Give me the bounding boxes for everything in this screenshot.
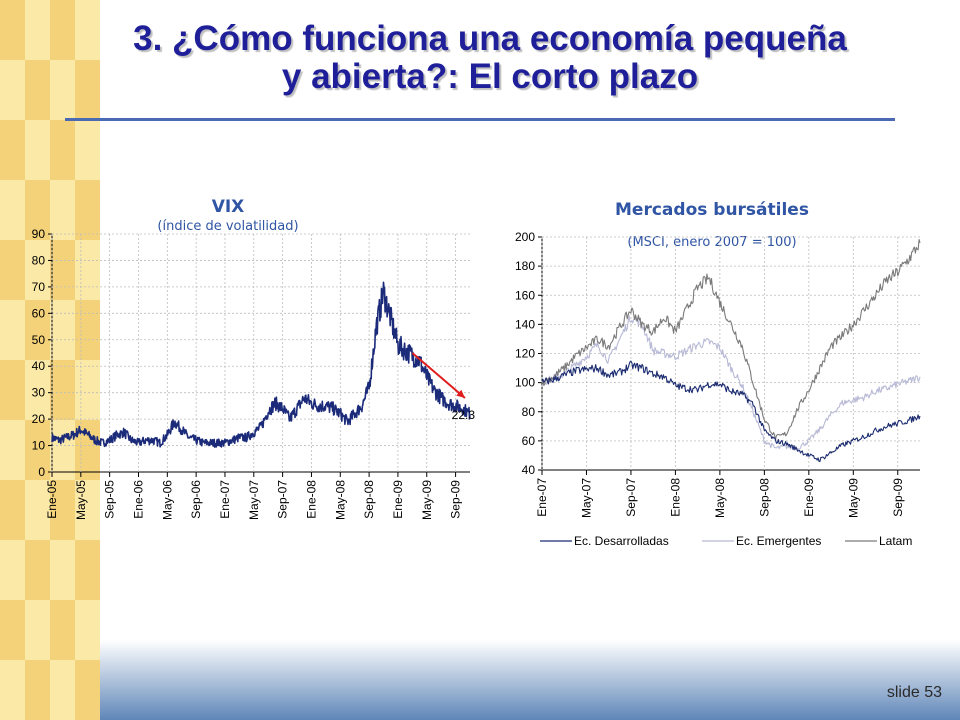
chart-subtitle: (MSCI, enero 2007 = 100) bbox=[627, 235, 796, 250]
legend-label: Ec. Desarrolladas bbox=[574, 534, 669, 548]
band-cell bbox=[0, 480, 25, 540]
x-tick-label: May-09 bbox=[846, 478, 860, 518]
y-tick-label: 60 bbox=[522, 434, 536, 448]
x-tick-label: May-07 bbox=[579, 478, 593, 518]
stock-markets-chart: Mercados bursátiles (MSCI, enero 2007 = 1… bbox=[515, 200, 921, 548]
x-tick-label: Ene-06 bbox=[131, 480, 145, 519]
vix-end-label: 22.3 bbox=[452, 408, 476, 422]
y-tick-label: 200 bbox=[515, 230, 535, 244]
x-tick-label: May-08 bbox=[333, 480, 347, 520]
chart-title: VIX bbox=[212, 197, 245, 217]
band-cell bbox=[75, 60, 100, 120]
chart-title: Mercados bursátiles bbox=[615, 200, 809, 220]
x-tick-label: May-09 bbox=[420, 480, 434, 520]
y-tick-label: 40 bbox=[32, 359, 46, 373]
band-cell bbox=[0, 240, 25, 300]
y-tick-label: 80 bbox=[522, 405, 536, 419]
band-cell bbox=[25, 660, 50, 720]
band-cell bbox=[25, 420, 50, 480]
y-tick-label: 0 bbox=[38, 465, 45, 479]
x-tick-label: Sep-06 bbox=[189, 480, 203, 519]
band-cell bbox=[50, 360, 75, 420]
x-tick-label: May-08 bbox=[713, 478, 727, 518]
legend-label: Latam bbox=[879, 534, 912, 548]
band-cell bbox=[25, 180, 50, 240]
x-tick-label: Sep-08 bbox=[362, 480, 376, 519]
slide-title: 3. ¿Cómo funciona una economía pequeña y… bbox=[60, 20, 920, 96]
y-tick-label: 80 bbox=[32, 253, 46, 267]
x-tick-label: Sep-05 bbox=[103, 480, 117, 519]
vix-series-line bbox=[51, 281, 471, 448]
y-tick-label: 60 bbox=[32, 306, 46, 320]
x-tick-label: May-05 bbox=[74, 480, 88, 520]
y-tick-label: 140 bbox=[515, 317, 535, 331]
latam-series-line bbox=[541, 239, 921, 441]
x-tick-label: Ene-05 bbox=[45, 480, 59, 519]
band-cell bbox=[25, 60, 50, 120]
band-cell bbox=[50, 600, 75, 660]
x-tick-label: Sep-07 bbox=[276, 480, 290, 519]
chart-subtitle: (índice de volatilidad) bbox=[157, 219, 298, 234]
band-cell bbox=[0, 600, 25, 660]
x-tick-label: Ene-08 bbox=[668, 478, 682, 517]
desarrolladas-series-line bbox=[541, 360, 921, 463]
x-tick-label: May-07 bbox=[247, 480, 261, 520]
band-cell bbox=[0, 120, 25, 180]
title-underline bbox=[65, 118, 895, 121]
trend-arrow bbox=[411, 352, 466, 399]
band-cell bbox=[75, 180, 100, 240]
band-cell bbox=[50, 0, 75, 60]
x-tick-label: Sep-08 bbox=[757, 478, 771, 517]
emergentes-series-line bbox=[541, 315, 921, 451]
legend-label: Ec. Emergentes bbox=[736, 534, 821, 548]
band-cell bbox=[75, 660, 100, 720]
y-tick-label: 180 bbox=[515, 259, 535, 273]
y-tick-label: 160 bbox=[515, 288, 535, 302]
band-cell bbox=[50, 120, 75, 180]
x-tick-label: Sep-09 bbox=[891, 478, 905, 517]
y-tick-label: 30 bbox=[32, 386, 46, 400]
slide-title-line2: y abierta?: El corto plazo bbox=[281, 57, 699, 96]
y-tick-label: 90 bbox=[32, 227, 46, 241]
x-tick-label: May-06 bbox=[160, 480, 174, 520]
x-tick-label: Ene-07 bbox=[218, 480, 232, 519]
y-tick-label: 100 bbox=[515, 376, 535, 390]
x-tick-label: Ene-09 bbox=[802, 478, 816, 517]
band-cell bbox=[25, 540, 50, 600]
y-tick-label: 50 bbox=[32, 333, 46, 347]
x-tick-label: Sep-07 bbox=[624, 478, 638, 517]
vix-chart: VIX (índice de volatilidad) 0 10 20 30 40 50 60 7… bbox=[32, 197, 476, 520]
band-cell bbox=[25, 300, 50, 360]
x-tick-label: Ene-08 bbox=[304, 480, 318, 519]
slide-number: slide 53 bbox=[886, 684, 942, 701]
slide-title-line1: 3. ¿Cómo funciona una economía pequeña bbox=[133, 19, 847, 58]
band-cell bbox=[50, 480, 75, 540]
y-tick-label: 120 bbox=[515, 347, 535, 361]
band-cell bbox=[75, 300, 100, 360]
y-tick-label: 70 bbox=[32, 280, 46, 294]
band-cell bbox=[50, 240, 75, 300]
footer-gradient bbox=[100, 640, 960, 720]
x-tick-label: Ene-07 bbox=[535, 478, 549, 517]
band-cell bbox=[0, 0, 25, 60]
y-tick-label: 40 bbox=[522, 463, 536, 477]
x-tick-label: Sep-09 bbox=[449, 480, 463, 519]
x-tick-label: Ene-09 bbox=[391, 480, 405, 519]
band-cell bbox=[0, 360, 25, 420]
trend-arrow-head bbox=[456, 389, 465, 398]
band-cell bbox=[75, 540, 100, 600]
y-tick-label: 20 bbox=[32, 412, 46, 426]
y-tick-label: 10 bbox=[32, 439, 46, 453]
